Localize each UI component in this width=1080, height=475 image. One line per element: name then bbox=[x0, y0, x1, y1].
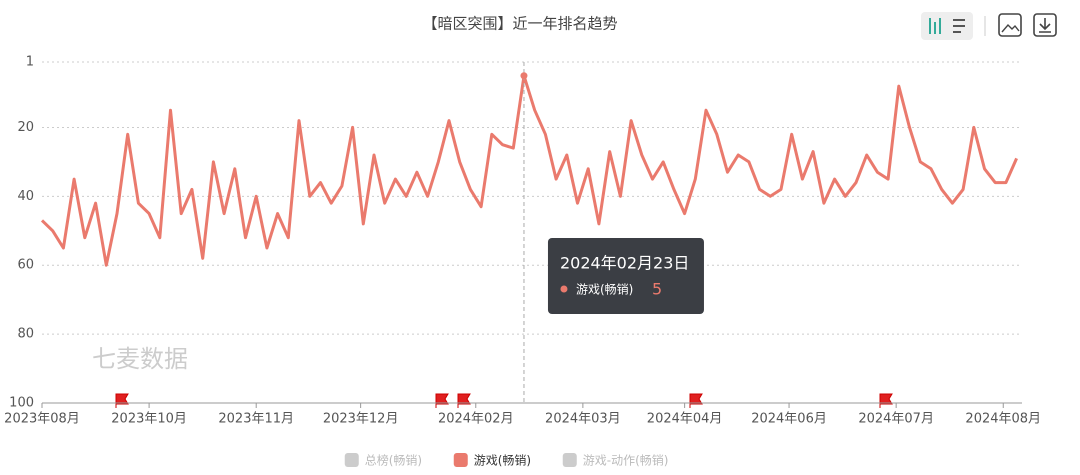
y-tick-label: 100 bbox=[9, 396, 34, 411]
event-flag bbox=[689, 393, 703, 408]
x-tick-label: 2024年07月 bbox=[858, 412, 934, 427]
series-line bbox=[40, 74, 1018, 267]
event-flag bbox=[115, 393, 129, 408]
chart-title: 【暗区突围】近一年排名趋势 bbox=[422, 15, 617, 33]
x-tick-label: 2024年02月 bbox=[438, 412, 514, 427]
x-tick-label: 2023年11月 bbox=[218, 412, 294, 427]
tooltip-dot bbox=[560, 285, 568, 293]
x-tick-label: 2024年08月 bbox=[965, 412, 1041, 427]
event-flag bbox=[435, 393, 449, 408]
legend-swatch[interactable] bbox=[344, 453, 359, 467]
icon-image-inner bbox=[1001, 23, 1020, 33]
icon-download-inner bbox=[1039, 18, 1051, 33]
icon-list[interactable] bbox=[953, 19, 965, 33]
tooltip-series: 游戏(畅销) bbox=[576, 283, 633, 297]
toolbar[interactable] bbox=[921, 12, 1057, 40]
event-flags bbox=[115, 393, 893, 408]
x-tick-label: 2024年04月 bbox=[647, 412, 723, 427]
x-tick-label: 2023年08月 bbox=[4, 412, 80, 427]
legend-label: 游戏(畅销) bbox=[474, 454, 531, 468]
event-flag bbox=[879, 393, 893, 408]
x-tick-label: 2024年06月 bbox=[751, 412, 827, 427]
icon-download[interactable] bbox=[1033, 13, 1057, 37]
legend-label: 游戏-动作(畅销) bbox=[583, 454, 669, 468]
tooltip-date: 2024年02月23日 bbox=[560, 254, 689, 273]
y-tick-label: 80 bbox=[17, 327, 34, 342]
icon-bar[interactable] bbox=[929, 18, 941, 34]
x-tick-label: 2023年10月 bbox=[111, 412, 187, 427]
y-tick-label: 60 bbox=[17, 258, 34, 273]
x-tick-label: 2023年12月 bbox=[323, 412, 399, 427]
y-tick-label: 20 bbox=[17, 120, 34, 135]
legend-swatch[interactable] bbox=[453, 453, 468, 467]
legend-label: 总榜(畅销) bbox=[365, 453, 422, 468]
event-flag bbox=[457, 393, 471, 408]
tooltip-box bbox=[547, 238, 704, 314]
y-tick-label: 1 bbox=[26, 55, 34, 70]
highlight-point bbox=[520, 72, 528, 80]
x-tick-label: 2024年03月 bbox=[545, 412, 621, 427]
watermark: 七麦数据 bbox=[92, 345, 188, 373]
toolbar-toggle[interactable] bbox=[921, 12, 973, 40]
y-tick-label: 40 bbox=[17, 189, 34, 204]
legend-swatch[interactable] bbox=[562, 453, 577, 467]
icon-image[interactable] bbox=[998, 13, 1022, 37]
tooltip-value: 5 bbox=[652, 280, 662, 299]
